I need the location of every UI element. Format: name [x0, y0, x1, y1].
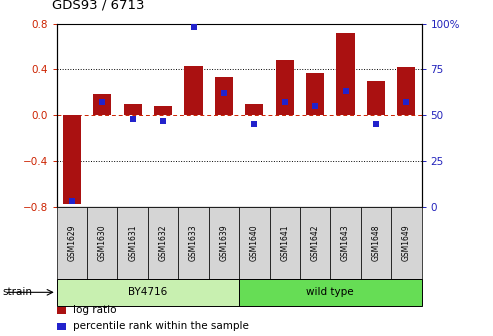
Text: log ratio: log ratio — [73, 305, 116, 316]
Bar — [184, 66, 203, 115]
Text: GSM1631: GSM1631 — [128, 224, 137, 261]
Text: GDS93 / 6713: GDS93 / 6713 — [52, 0, 144, 11]
Point — [129, 116, 137, 121]
Bar — [330, 207, 361, 279]
Text: GSM1643: GSM1643 — [341, 224, 350, 261]
Bar — [57, 207, 87, 279]
Text: GSM1629: GSM1629 — [68, 224, 76, 261]
Bar — [154, 106, 172, 115]
Bar — [93, 94, 111, 115]
Point — [220, 90, 228, 96]
Bar — [397, 67, 416, 115]
Point — [189, 25, 197, 30]
Bar — [87, 207, 117, 279]
Text: percentile rank within the sample: percentile rank within the sample — [73, 321, 249, 331]
Bar — [361, 207, 391, 279]
Bar — [367, 81, 385, 115]
Text: strain: strain — [2, 287, 33, 297]
Text: GSM1632: GSM1632 — [159, 224, 168, 261]
Text: GSM1642: GSM1642 — [311, 224, 319, 261]
Text: GSM1630: GSM1630 — [98, 224, 107, 261]
Bar — [245, 103, 263, 115]
Point — [281, 99, 288, 105]
Text: GSM1641: GSM1641 — [280, 224, 289, 261]
Point — [402, 99, 410, 105]
Text: GSM1648: GSM1648 — [371, 224, 381, 261]
Point — [68, 199, 76, 204]
Bar — [178, 207, 209, 279]
Text: GSM1649: GSM1649 — [402, 224, 411, 261]
Bar — [391, 207, 422, 279]
Bar — [270, 207, 300, 279]
Bar — [239, 207, 270, 279]
Text: wild type: wild type — [307, 287, 354, 297]
Bar — [63, 115, 81, 204]
Bar — [300, 207, 330, 279]
Point — [250, 122, 258, 127]
Point — [342, 89, 350, 94]
Text: GSM1633: GSM1633 — [189, 224, 198, 261]
Bar — [57, 279, 239, 306]
Point — [311, 103, 319, 109]
Bar — [117, 207, 148, 279]
Bar — [148, 207, 178, 279]
Text: BY4716: BY4716 — [128, 287, 168, 297]
Bar — [239, 279, 422, 306]
Bar — [306, 73, 324, 115]
Point — [372, 122, 380, 127]
Text: GSM1639: GSM1639 — [219, 224, 228, 261]
Bar — [276, 60, 294, 115]
Bar — [336, 33, 354, 115]
Bar — [124, 103, 142, 115]
Bar — [215, 77, 233, 115]
Point — [159, 118, 167, 123]
Point — [98, 99, 106, 105]
Text: GSM1640: GSM1640 — [250, 224, 259, 261]
Bar — [209, 207, 239, 279]
